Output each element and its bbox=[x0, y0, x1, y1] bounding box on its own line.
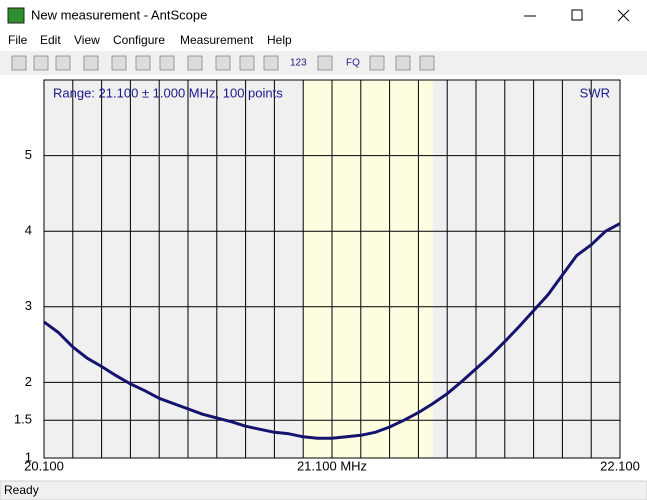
toolbar-button[interactable]: 123 bbox=[290, 58, 307, 69]
x-tick-label: 21.100 MHz bbox=[297, 458, 367, 473]
y-tick-label: 1.5 bbox=[14, 412, 32, 427]
toolbar-buttons: 123 FQ bbox=[11, 55, 435, 71]
axis-annotation: SWR bbox=[580, 85, 610, 100]
toolbar-button[interactable] bbox=[159, 55, 175, 71]
status-bar bbox=[0, 480, 647, 500]
toolbar-button[interactable] bbox=[419, 55, 435, 71]
status-text: Ready bbox=[4, 483, 39, 497]
menu-item[interactable]: View bbox=[74, 33, 100, 47]
y-tick-label: 3 bbox=[25, 298, 32, 313]
toolbar-button[interactable] bbox=[187, 55, 203, 71]
maximize-button[interactable] bbox=[571, 9, 583, 21]
toolbar-button[interactable] bbox=[11, 55, 27, 71]
toolbar-button[interactable] bbox=[395, 55, 411, 71]
range-annotation: Range: 21.100 ± 1.000 MHz, 100 points bbox=[53, 85, 283, 100]
y-tick-label: 5 bbox=[25, 147, 32, 162]
menu-item[interactable]: File bbox=[8, 33, 28, 47]
toolbar-button[interactable]: FQ bbox=[346, 58, 360, 69]
toolbar-button[interactable] bbox=[111, 55, 127, 71]
window-title: New measurement - AntScope bbox=[31, 7, 207, 22]
menu-item[interactable]: Measurement bbox=[180, 33, 254, 47]
menu-bar: File Edit View Configure Measurement Help bbox=[8, 33, 292, 47]
toolbar-button[interactable] bbox=[239, 55, 255, 71]
menu-item[interactable]: Help bbox=[267, 33, 292, 47]
x-tick-label: 20.100 bbox=[24, 458, 64, 473]
y-tick-label: 2 bbox=[25, 374, 32, 389]
app-icon bbox=[7, 7, 25, 24]
toolbar-button[interactable] bbox=[317, 55, 333, 71]
swr-line bbox=[43, 222, 621, 440]
toolbar-button[interactable] bbox=[215, 55, 231, 71]
toolbar-button[interactable] bbox=[135, 55, 151, 71]
plot-border bbox=[43, 79, 621, 459]
toolbar-button[interactable] bbox=[263, 55, 279, 71]
title-bar bbox=[0, 0, 647, 31]
close-button[interactable] bbox=[617, 9, 630, 22]
band-highlight bbox=[303, 80, 433, 458]
toolbar-button[interactable] bbox=[33, 55, 49, 71]
y-tick-label: 1 bbox=[25, 449, 32, 464]
menu-item[interactable]: Edit bbox=[40, 33, 61, 47]
toolbar-button[interactable] bbox=[83, 55, 99, 71]
chart: 1 1.5 2 3 4 5 20.100 21.100 MHz 22.100 Range: 21.… bbox=[14, 79, 640, 473]
toolbar-button[interactable] bbox=[55, 55, 71, 71]
y-tick-label: 4 bbox=[25, 223, 32, 238]
toolbar-button[interactable] bbox=[369, 55, 385, 71]
menu-item[interactable]: Configure bbox=[113, 33, 165, 47]
x-tick-label: 22.100 bbox=[600, 458, 640, 473]
